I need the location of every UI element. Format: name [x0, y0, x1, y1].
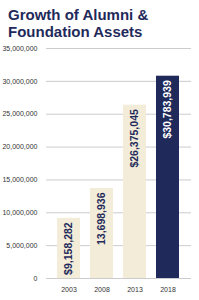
svg-text:10,000,000: 10,000,000 [2, 209, 37, 216]
svg-text:2003: 2003 [61, 286, 77, 293]
html-text:Growth of Alumni & Foundation: Growth of Alumni & Foundation Assets [8, 6, 149, 40]
svg-text:5,000,000: 5,000,000 [6, 242, 37, 249]
svg-text:0: 0 [34, 275, 38, 282]
svg-text:2018: 2018 [160, 286, 176, 293]
svg-text:30,000,000: 30,000,000 [2, 78, 37, 85]
svg-text:$30,783,939: $30,783,939 [161, 80, 173, 139]
svg-text:35,000,000: 35,000,000 [2, 45, 37, 52]
svg-text:15,000,000: 15,000,000 [2, 176, 37, 183]
svg-text:13,698,936: 13,698,936 [95, 192, 107, 245]
svg-text:$9,158,282: $9,158,282 [62, 222, 74, 275]
svg-text:2008: 2008 [94, 286, 110, 293]
svg-text:2013: 2013 [127, 286, 143, 293]
svg-text:25,000,000: 25,000,000 [2, 110, 37, 117]
svg-text:$26,375,045: $26,375,045 [128, 109, 140, 168]
svg-text:20,000,000: 20,000,000 [2, 143, 37, 150]
